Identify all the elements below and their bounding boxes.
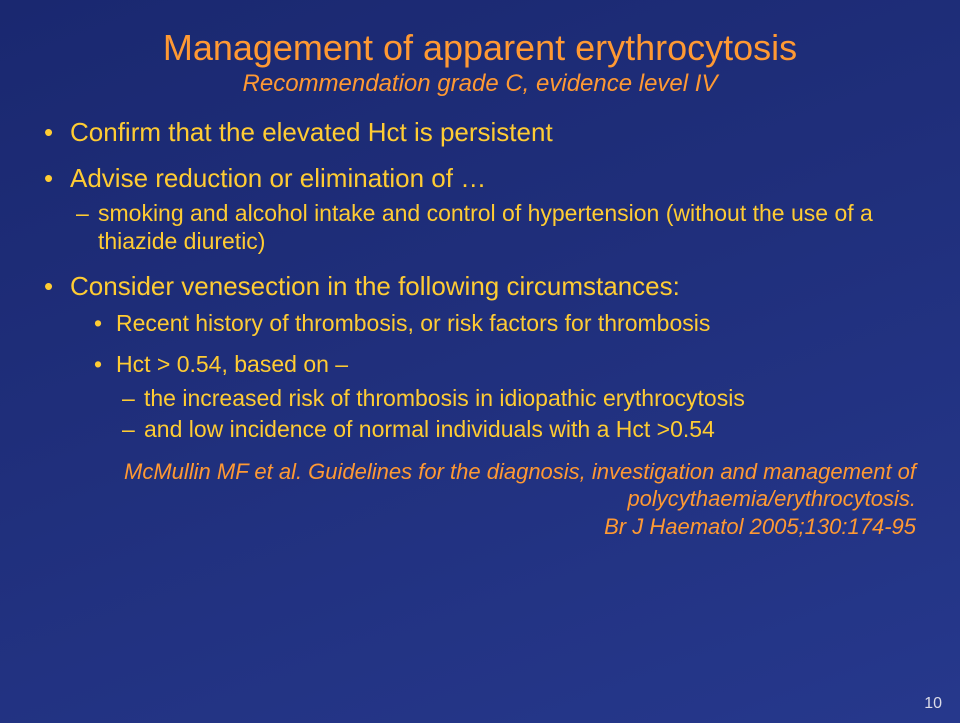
slide-subtitle: Recommendation grade C, evidence level I… bbox=[44, 70, 916, 98]
bullet-item: Consider venesection in the following ci… bbox=[44, 270, 916, 444]
bullet-text: Consider venesection in the following ci… bbox=[70, 271, 680, 301]
bullet-text: Advise reduction or elimination of … bbox=[70, 163, 486, 193]
page-number: 10 bbox=[924, 695, 942, 713]
dash-item: the increased risk of thrombosis in idio… bbox=[116, 384, 916, 413]
citation: McMullin MF et al. Guidelines for the di… bbox=[44, 458, 916, 541]
dash-item: and low incidence of normal individuals … bbox=[116, 415, 916, 444]
citation-line1: McMullin MF et al. Guidelines for the di… bbox=[124, 459, 916, 512]
sub-dot-list: Recent history of thrombosis, or risk fa… bbox=[94, 309, 916, 444]
dash-item: smoking and alcohol intake and control o… bbox=[70, 199, 916, 257]
citation-line2: Br J Haematol 2005;130:174-95 bbox=[604, 514, 916, 539]
bullet-list: Confirm that the elevated Hct is persist… bbox=[44, 116, 916, 444]
bullet-item: Confirm that the elevated Hct is persist… bbox=[44, 116, 916, 149]
slide-title: Management of apparent erythrocytosis bbox=[44, 28, 916, 68]
sub-dash-list: smoking and alcohol intake and control o… bbox=[70, 199, 916, 257]
bullet-item: Advise reduction or elimination of … smo… bbox=[44, 162, 916, 256]
sub-bullet-item: Hct > 0.54, based on – the increased ris… bbox=[94, 350, 916, 443]
sub-bullet-item: Recent history of thrombosis, or risk fa… bbox=[94, 309, 916, 339]
sub-bullet-text: Hct > 0.54, based on – bbox=[116, 351, 348, 377]
sub-dash-list: the increased risk of thrombosis in idio… bbox=[116, 384, 916, 444]
